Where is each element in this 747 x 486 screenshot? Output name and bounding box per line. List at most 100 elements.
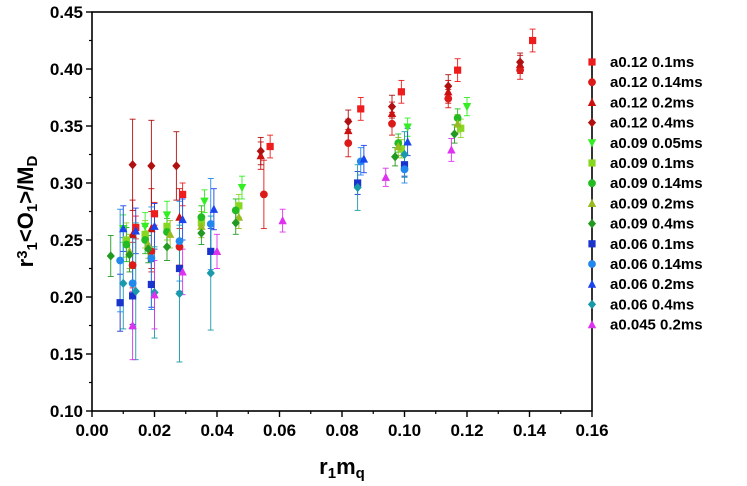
legend-marker [587,139,597,148]
x-tick-label: 0.12 [450,421,483,440]
legend-marker [587,279,597,288]
data-point [400,161,409,169]
legend-item: a0.06 0.1ms [588,236,694,253]
y-tick-label: 0.15 [50,345,83,364]
data-point [129,292,137,300]
data-point [165,229,175,238]
legend-marker [587,219,597,229]
x-tick-label: 0.10 [388,421,421,440]
data-point [387,108,397,118]
data-point [150,290,159,299]
legend-marker [587,198,597,207]
legend-label: a0.09 0.14ms [610,175,703,192]
data-point [119,224,128,233]
y-tick-label: 0.30 [50,174,83,193]
data-point [453,114,462,122]
data-point [444,87,453,96]
data-point [200,197,209,206]
legend-item: a0.12 0.4ms [587,115,694,132]
data-point [144,239,153,249]
legend-label: a0.045 0.2ms [610,317,703,334]
data-point [237,183,247,193]
data-point [450,129,459,139]
data-point [106,251,115,261]
data-point [172,161,181,171]
data-point [353,182,362,193]
legend-label: a0.06 0.4ms [610,296,694,313]
data-point [141,230,149,238]
data-point [150,210,159,218]
data-point [444,94,453,103]
x-tick-label: 0.04 [200,421,234,440]
data-point [162,211,172,220]
data-point [444,81,453,91]
data-point [178,214,187,224]
data-point [147,280,155,289]
data-point [197,221,206,230]
data-point [388,119,396,128]
data-point [150,221,159,230]
data-point [394,141,403,151]
data-point [197,228,206,238]
data-point [344,116,353,127]
x-tick-label: 0.16 [575,421,608,440]
data-point [147,161,156,171]
data-point [403,123,412,132]
data-point [234,212,244,221]
data-point [457,124,465,132]
data-point [162,242,172,252]
legend-marker [588,260,596,268]
data-point [209,204,219,213]
data-point [128,261,137,269]
data-point [122,240,131,249]
legend-marker [587,299,597,309]
data-points [106,36,537,330]
legend-label: a0.06 0.14ms [610,256,703,273]
legend-label: a0.09 0.05ms [610,135,703,152]
data-point [231,218,240,228]
legend-item: a0.12 0.2ms [587,94,694,111]
data-point [122,236,130,244]
legend-item: a0.12 0.1ms [588,54,694,71]
data-point [206,220,215,228]
data-point [259,190,268,199]
data-point [359,154,369,163]
data-point [344,139,353,148]
legend-label: a0.12 0.4ms [610,115,694,132]
data-point [516,66,525,75]
data-point [144,244,153,254]
legend-item: a0.09 0.2ms [587,195,694,212]
legend-item: a0.06 0.4ms [587,296,694,313]
data-point [278,216,287,225]
y-tick-label: 0.25 [50,231,83,250]
data-point [516,57,525,67]
data-point [454,66,462,74]
legend-label: a0.06 0.2ms [610,276,694,293]
y-tick-label: 0.45 [50,3,83,22]
legend-label: a0.12 0.14ms [610,74,703,91]
data-point [175,264,184,273]
data-point [231,206,240,215]
legend-item: a0.12 0.14ms [588,74,703,91]
legend-item: a0.045 0.2ms [587,317,703,334]
data-point [381,172,390,181]
y-tick-label: 0.40 [50,60,83,79]
data-point [400,165,409,174]
x-tick-label: 0.06 [263,421,296,440]
data-point [391,152,400,162]
legend-marker [588,58,596,66]
y-tick-label: 0.35 [50,117,83,136]
data-point [131,226,140,235]
legend-item: a0.06 0.14ms [588,256,703,273]
legend-label: a0.06 0.1ms [610,236,694,253]
data-point [128,279,137,288]
legend-marker [588,240,596,248]
legend-marker [588,159,596,167]
data-point [453,119,462,128]
data-point [128,160,137,170]
data-point [344,125,353,135]
data-point [125,250,134,260]
legend-marker [587,118,597,128]
error-bars [107,28,536,363]
